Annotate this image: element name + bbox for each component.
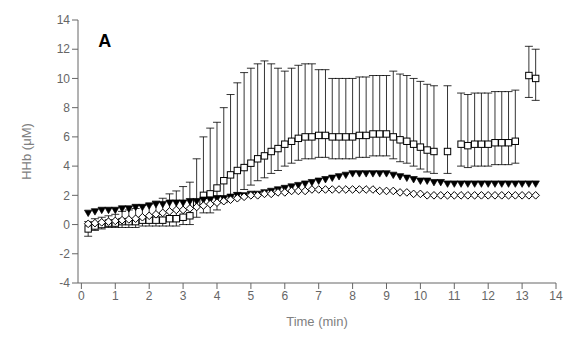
svg-text:0: 0 <box>63 218 70 232</box>
svg-text:8: 8 <box>63 101 70 115</box>
svg-text:3: 3 <box>180 289 187 303</box>
svg-text:5: 5 <box>248 289 255 303</box>
svg-text:4: 4 <box>214 289 221 303</box>
svg-text:13: 13 <box>515 289 529 303</box>
svg-text:10: 10 <box>414 289 428 303</box>
svg-text:Time (min): Time (min) <box>286 314 348 329</box>
svg-text:11: 11 <box>448 289 461 303</box>
svg-text:12: 12 <box>57 42 71 56</box>
svg-text:14: 14 <box>549 289 563 303</box>
svg-text:0: 0 <box>78 289 85 303</box>
svg-text:7: 7 <box>315 289 322 303</box>
svg-text:HHb (μM): HHb (μM) <box>19 123 34 180</box>
svg-text:-4: -4 <box>59 276 70 290</box>
svg-text:8: 8 <box>349 289 356 303</box>
svg-text:2: 2 <box>146 289 153 303</box>
svg-text:10: 10 <box>57 72 71 86</box>
svg-text:12: 12 <box>482 289 496 303</box>
svg-text:2: 2 <box>63 189 70 203</box>
svg-text:4: 4 <box>63 159 70 173</box>
svg-text:-2: -2 <box>59 247 70 261</box>
svg-text:A: A <box>98 31 111 51</box>
svg-text:14: 14 <box>57 13 71 27</box>
svg-text:1: 1 <box>112 289 119 303</box>
svg-text:9: 9 <box>383 289 390 303</box>
svg-text:6: 6 <box>281 289 288 303</box>
svg-text:6: 6 <box>63 130 70 144</box>
